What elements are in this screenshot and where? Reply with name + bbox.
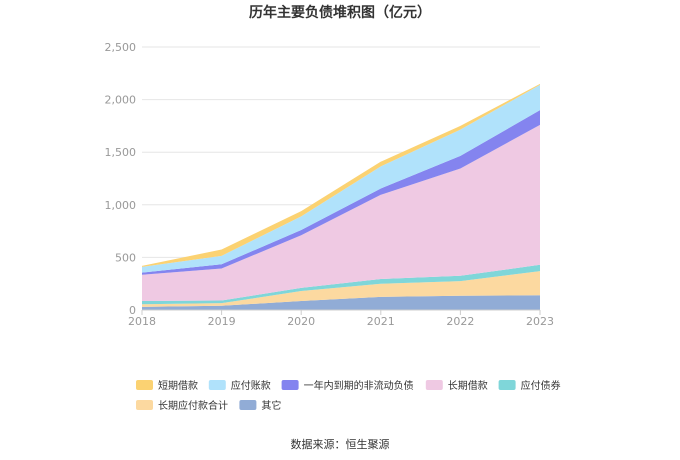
x-tick-label: 2018 <box>128 315 156 328</box>
area-series-2[interactable] <box>142 264 540 305</box>
area-series-3[interactable] <box>142 124 540 302</box>
y-tick-label: 500 <box>115 251 136 264</box>
x-tick-label: 2020 <box>287 315 315 328</box>
legend-swatch <box>281 380 299 390</box>
legend-swatch <box>136 400 153 410</box>
legend-label: 应付债券 <box>521 379 561 392</box>
area-layer <box>141 83 541 310</box>
legend-swatch <box>425 380 443 390</box>
y-tick-label: 1,000 <box>105 199 137 212</box>
legend-swatch <box>239 400 257 410</box>
legend-label: 其它 <box>261 399 281 412</box>
area-series-0[interactable] <box>142 295 540 310</box>
y-tick-label: 1,500 <box>105 146 137 159</box>
chart-title: 历年主要负债堆积图（亿元） <box>249 4 431 21</box>
legend-label: 一年内到期的非流动负债 <box>304 379 414 392</box>
legend-label: 应付账款 <box>231 379 271 392</box>
legend-label: 长期应付款合计 <box>158 399 228 412</box>
legend-swatch <box>136 380 153 390</box>
area-series-1[interactable] <box>142 271 540 307</box>
x-tick-label: 2021 <box>367 315 395 328</box>
data-source-label: 数据来源：恒生聚源 <box>291 437 390 451</box>
legend-swatch <box>208 380 226 390</box>
legend-item-e5ba94e4bb98e8b4a6e6acbe[interactable]: 应付账款 <box>208 379 271 392</box>
legend-item-e4b880e5b9b4e58685e588b0[interactable]: 一年内到期的非流动负债 <box>281 379 414 392</box>
legend-item-e585b6e5ae83[interactable]: 其它 <box>239 399 281 412</box>
legend-item-e995bfe69c9fe5ba94e4bb98[interactable]: 长期应付款合计 <box>136 399 228 412</box>
x-tick-label: 2023 <box>526 315 554 328</box>
legend-label: 短期借款 <box>158 379 198 392</box>
y-tick-label: 0 <box>129 304 136 317</box>
legend-item-e79fade69c9fe5809fe6acbe[interactable]: 短期借款 <box>136 379 198 392</box>
axis-layer: 0 500 1,000 1,500 2,000 2,500 2018 2019 2020 2021… <box>105 41 555 328</box>
x-tick-label: 2022 <box>446 315 474 328</box>
legend-swatch <box>498 380 516 390</box>
y-tick-label: 2,000 <box>105 94 137 107</box>
x-tick-label: 2019 <box>208 315 236 328</box>
legend-label: 长期借款 <box>448 379 488 392</box>
y-tick-label: 2,500 <box>105 41 137 54</box>
legend-item-e5ba94e4bb98e580bae588b8[interactable]: 应付债券 <box>498 379 561 392</box>
legend-item-e995bfe69c9fe5809fe6acbe[interactable]: 长期借款 <box>425 379 488 392</box>
